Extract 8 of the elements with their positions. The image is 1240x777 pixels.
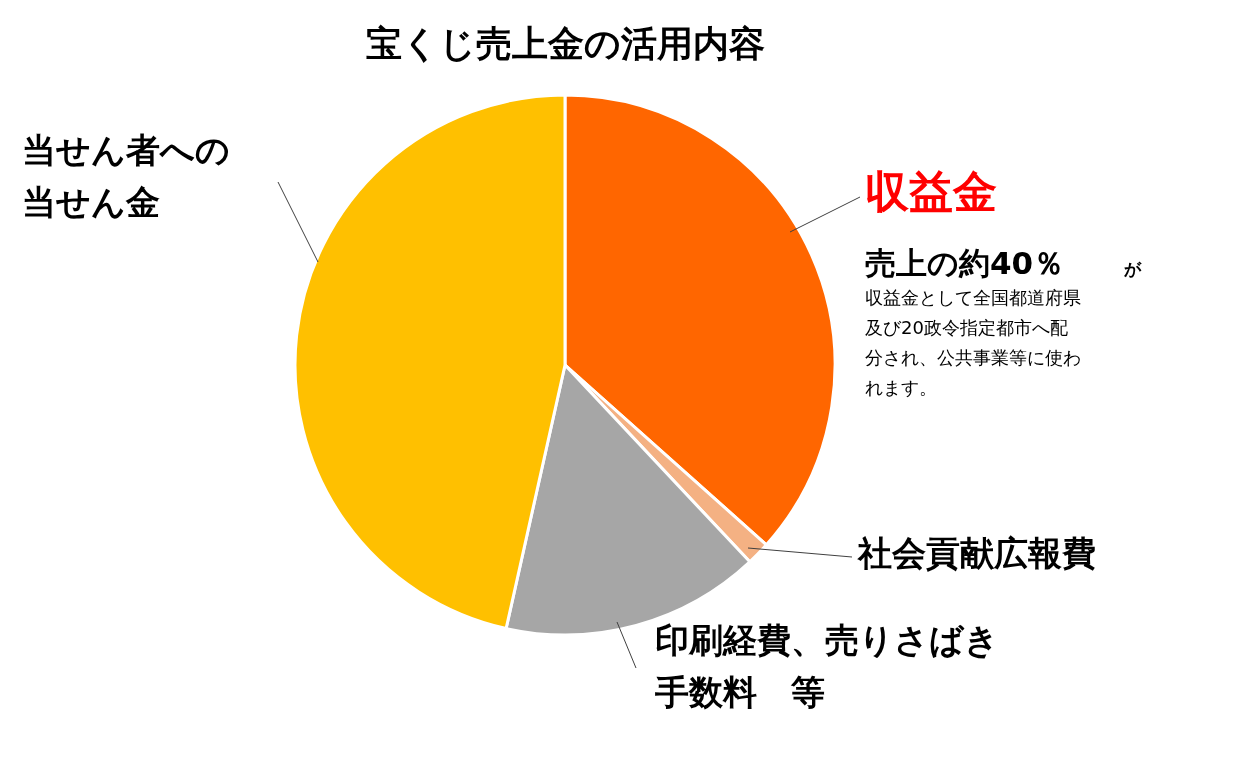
slice-label: 印刷経費、売りさばき手数料 等: [654, 620, 999, 712]
text: が: [1123, 259, 1142, 279]
slice-label: 収益金: [865, 166, 997, 217]
slice-label: 社会貢献広報費: [857, 533, 1096, 573]
text: 収益金として全国都道府県及び20政令指定都市へ配分され、公共事業等に使われます。: [865, 287, 1081, 398]
chart-title: 宝くじ売上金の活用内容: [365, 23, 765, 64]
slice-label: 当せん者への当せん金: [22, 130, 230, 222]
text: 売上の約40％: [865, 245, 1065, 281]
